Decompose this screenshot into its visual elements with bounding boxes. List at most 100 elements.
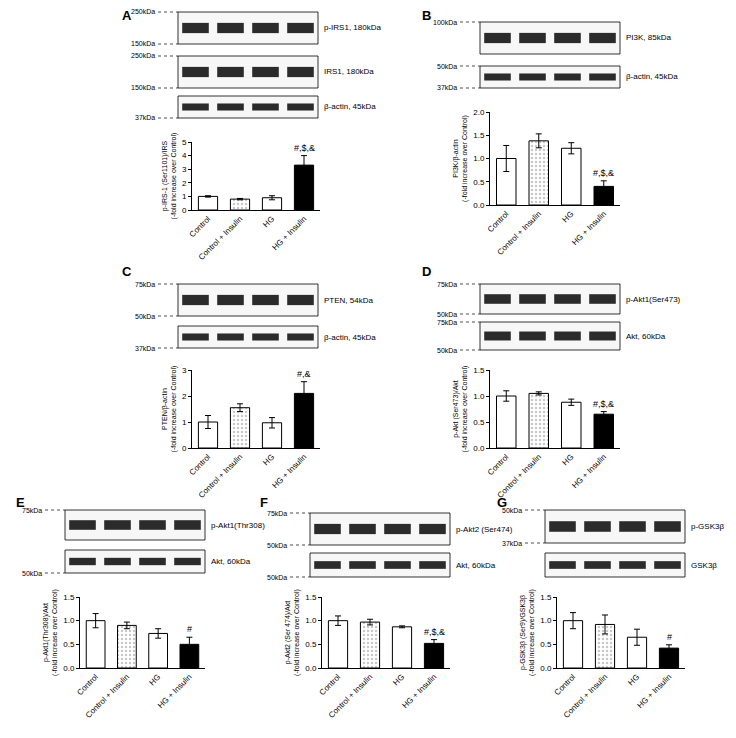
svg-text:5: 5	[182, 138, 187, 147]
svg-text:250kDa: 250kDa	[131, 8, 155, 15]
svg-text:#,$,&: #,$,&	[424, 627, 445, 637]
svg-text:HG: HG	[561, 209, 576, 224]
svg-text:p-IRS1, 180kDa: p-IRS1, 180kDa	[324, 23, 381, 32]
svg-text:1: 1	[182, 192, 187, 201]
svg-text:Control: Control	[188, 452, 213, 477]
svg-text:p-Akt1(Ser473): p-Akt1(Ser473)	[626, 295, 681, 304]
svg-text:Control: Control	[75, 672, 100, 697]
svg-text:50kDa: 50kDa	[437, 347, 457, 354]
svg-text:B: B	[422, 8, 431, 23]
svg-text:HG + Insulin: HG + Insulin	[156, 672, 194, 710]
svg-text:PTEN/β-actin(-fold increase ov: PTEN/β-actin(-fold increase over Control…	[161, 366, 178, 453]
svg-text:75kDa: 75kDa	[267, 510, 287, 517]
svg-text:A: A	[122, 8, 132, 23]
svg-text:1.5: 1.5	[473, 131, 485, 140]
svg-text:#,$,&: #,$,&	[294, 143, 315, 153]
svg-text:p-GSK3β: p-GSK3β	[691, 522, 724, 531]
svg-text:0.5: 0.5	[305, 640, 317, 649]
svg-text:37kDa: 37kDa	[135, 345, 155, 352]
svg-text:1.0: 1.0	[473, 154, 485, 163]
svg-text:G: G	[497, 495, 507, 510]
svg-text:0.0: 0.0	[473, 201, 485, 210]
svg-text:Control + Insulin: Control + Insulin	[197, 214, 244, 261]
svg-text:75kDa: 75kDa	[22, 507, 42, 514]
svg-text:Control + Insulin: Control + Insulin	[496, 209, 543, 256]
svg-text:2: 2	[182, 392, 187, 401]
svg-text:IRS1, 180kDa: IRS1, 180kDa	[324, 67, 374, 76]
svg-text:50kDa: 50kDa	[502, 507, 522, 514]
svg-text:50kDa: 50kDa	[135, 313, 155, 320]
svg-text:Control: Control	[188, 214, 213, 239]
svg-text:HG + Insulin: HG + Insulin	[401, 672, 439, 710]
svg-text:1.5: 1.5	[540, 593, 552, 602]
svg-text:3: 3	[182, 366, 187, 375]
svg-text:β-actin, 45kDa: β-actin, 45kDa	[626, 72, 678, 81]
svg-text:3: 3	[182, 165, 187, 174]
svg-text:1: 1	[182, 418, 187, 427]
svg-text:p-GSK3β (Ser9)/GSK3β(-fold inc: p-GSK3β (Ser9)/GSK3β(-fold increase over…	[519, 589, 536, 676]
svg-text:1.0: 1.0	[305, 616, 317, 625]
svg-text:HG + Insulin: HG + Insulin	[570, 209, 608, 247]
svg-text:Control: Control	[486, 452, 511, 477]
svg-text:1.5: 1.5	[473, 366, 485, 375]
svg-text:0.0: 0.0	[63, 664, 75, 673]
svg-text:250kDa: 250kDa	[131, 52, 155, 59]
svg-text:1.5: 1.5	[305, 593, 317, 602]
svg-text:50kDa: 50kDa	[267, 542, 287, 549]
svg-text:HG: HG	[148, 672, 163, 687]
svg-text:PTEN, 54kDa: PTEN, 54kDa	[324, 296, 373, 305]
svg-text:1.0: 1.0	[473, 392, 485, 401]
svg-text:HG + Insulin: HG + Insulin	[570, 452, 608, 490]
svg-text:Control + Insulin: Control + Insulin	[327, 672, 374, 719]
svg-text:PI3K/β-actin(-fold increase ov: PI3K/β-actin(-fold increase over Control…	[452, 115, 469, 202]
svg-text:4: 4	[182, 151, 187, 160]
svg-text:0.5: 0.5	[473, 178, 485, 187]
svg-text:HG: HG	[561, 452, 576, 467]
svg-text:75kDa: 75kDa	[135, 281, 155, 288]
svg-text:Control: Control	[486, 209, 511, 234]
svg-text:p-IRS-1 (Ser1101)/IRS(-fold in: p-IRS-1 (Ser1101)/IRS(-fold increase ove…	[161, 133, 178, 220]
svg-text:50kDa: 50kDa	[267, 574, 287, 581]
svg-text:Control: Control	[318, 672, 343, 697]
svg-text:E: E	[16, 495, 25, 510]
svg-text:150kDa: 150kDa	[131, 40, 155, 47]
svg-text:0: 0	[182, 206, 187, 215]
svg-text:37kDa: 37kDa	[135, 114, 155, 121]
svg-text:50kDa: 50kDa	[22, 570, 42, 577]
svg-text:0.0: 0.0	[473, 444, 485, 453]
svg-text:p-Akt2 (Ser 474)/Akt(-fold inc: p-Akt2 (Ser 474)/Akt(-fold increase over…	[284, 589, 301, 676]
svg-text:Control + Insulin: Control + Insulin	[197, 452, 244, 499]
svg-text:0.0: 0.0	[305, 664, 317, 673]
svg-text:#: #	[667, 632, 672, 642]
svg-text:p-Akt (Ser473)/Akt(-fold incre: p-Akt (Ser473)/Akt(-fold increase over C…	[452, 366, 469, 453]
svg-text:1.5: 1.5	[63, 593, 75, 602]
svg-text:2: 2	[182, 179, 187, 188]
svg-text:Akt, 60kDa: Akt, 60kDa	[211, 557, 251, 566]
svg-text:β-actin, 45kDa: β-actin, 45kDa	[324, 102, 376, 111]
svg-text:37kDa: 37kDa	[437, 84, 457, 91]
svg-text:1.0: 1.0	[540, 616, 552, 625]
svg-text:GSK3β: GSK3β	[691, 561, 717, 570]
svg-text:1.0: 1.0	[63, 616, 75, 625]
svg-text:2.0: 2.0	[473, 108, 485, 117]
svg-text:p-Akt2 (Ser474): p-Akt2 (Ser474)	[456, 525, 513, 534]
svg-text:C: C	[122, 264, 132, 279]
svg-text:HG + Insulin: HG + Insulin	[636, 672, 674, 710]
svg-text:50kDa: 50kDa	[437, 63, 457, 70]
svg-text:Control + Insulin: Control + Insulin	[496, 452, 543, 499]
svg-text:Control + Insulin: Control + Insulin	[562, 672, 609, 719]
svg-text:β-actin, 45kDa: β-actin, 45kDa	[324, 333, 376, 342]
svg-text:HG: HG	[261, 214, 276, 229]
svg-text:0.0: 0.0	[540, 664, 552, 673]
svg-text:37kDa: 37kDa	[502, 540, 522, 547]
svg-text:#,&: #,&	[297, 369, 311, 379]
svg-text:PI3K, 85kDa: PI3K, 85kDa	[626, 33, 671, 42]
svg-text:Control + Insulin: Control + Insulin	[84, 672, 131, 719]
svg-text:p-Akt1(Thr308): p-Akt1(Thr308)	[211, 521, 265, 530]
svg-text:D: D	[422, 264, 431, 279]
svg-text:0: 0	[182, 444, 187, 453]
svg-text:Akt, 60kDa: Akt, 60kDa	[626, 332, 666, 341]
svg-text:50kDa: 50kDa	[437, 311, 457, 318]
svg-text:HG + Insulin: HG + Insulin	[271, 452, 309, 490]
svg-text:Akt, 60kDa: Akt, 60kDa	[456, 561, 496, 570]
